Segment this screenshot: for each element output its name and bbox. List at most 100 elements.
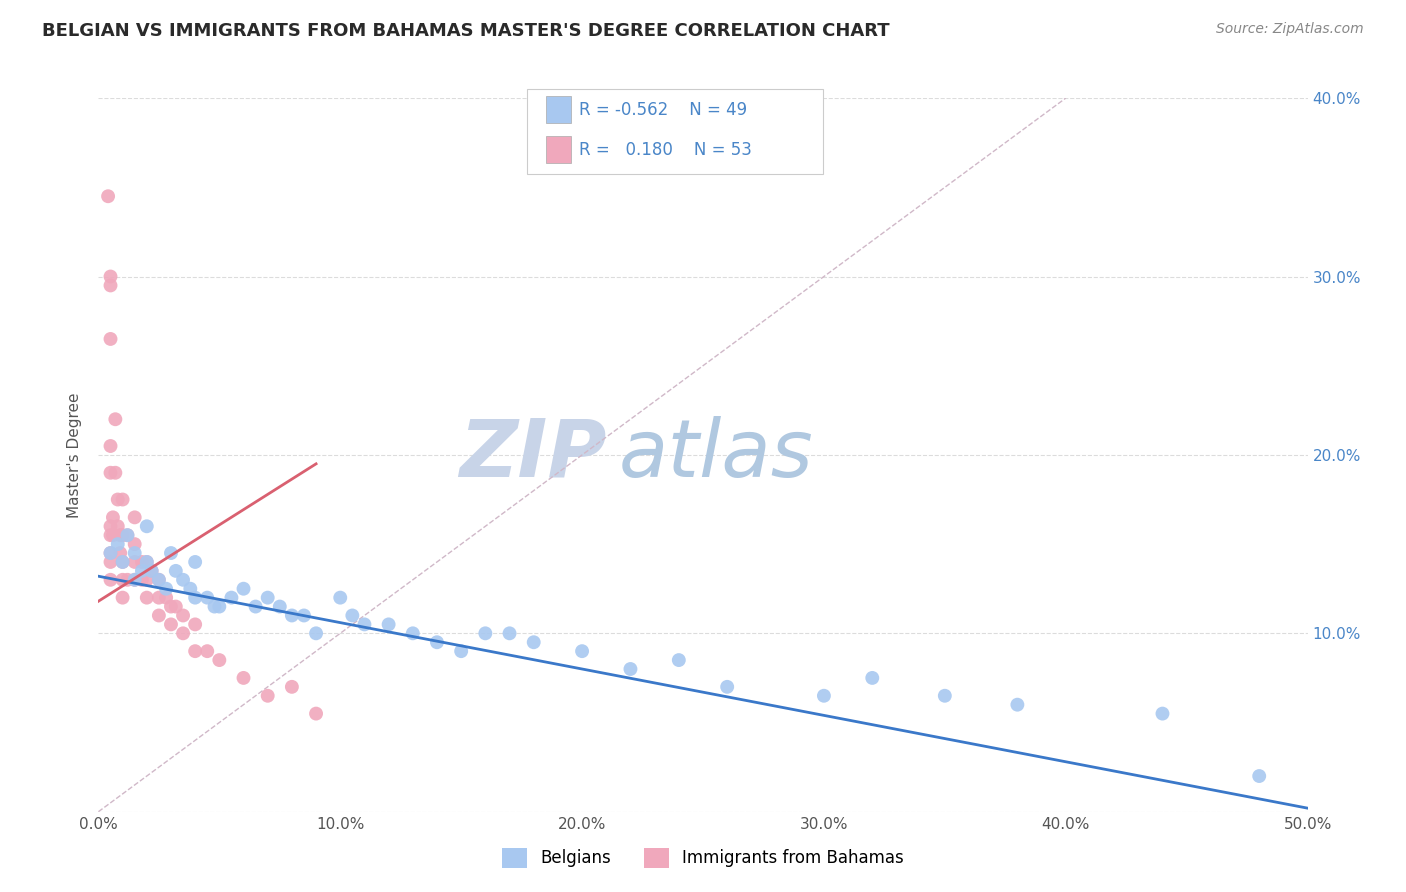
Point bbox=[148, 573, 170, 587]
Point bbox=[100, 546, 122, 560]
Point bbox=[208, 653, 231, 667]
Point bbox=[108, 546, 131, 560]
Point bbox=[141, 564, 163, 578]
Point bbox=[107, 537, 129, 551]
Point bbox=[184, 555, 207, 569]
Point bbox=[619, 662, 641, 676]
Point bbox=[124, 555, 146, 569]
Point bbox=[184, 644, 207, 658]
Point bbox=[204, 599, 226, 614]
Point bbox=[245, 599, 267, 614]
Point bbox=[124, 537, 146, 551]
Y-axis label: Master's Degree: Master's Degree bbox=[67, 392, 83, 517]
Text: R =   0.180    N = 53: R = 0.180 N = 53 bbox=[579, 141, 752, 159]
Point bbox=[292, 608, 315, 623]
Point bbox=[208, 599, 231, 614]
Point bbox=[184, 591, 207, 605]
Text: R = -0.562    N = 49: R = -0.562 N = 49 bbox=[579, 101, 748, 119]
Point bbox=[474, 626, 496, 640]
Point bbox=[108, 528, 131, 542]
Point bbox=[148, 573, 170, 587]
Point bbox=[813, 689, 835, 703]
Point bbox=[100, 332, 122, 346]
Point bbox=[135, 573, 157, 587]
Point bbox=[305, 626, 328, 640]
Point bbox=[934, 689, 956, 703]
Point bbox=[141, 564, 163, 578]
Point bbox=[100, 466, 122, 480]
Point bbox=[232, 582, 254, 596]
Point bbox=[124, 510, 146, 524]
Point bbox=[100, 555, 122, 569]
Point bbox=[860, 671, 883, 685]
Point bbox=[135, 519, 157, 533]
Point bbox=[450, 644, 472, 658]
Point bbox=[498, 626, 520, 640]
Point bbox=[101, 528, 124, 542]
Point bbox=[97, 189, 120, 203]
Point bbox=[195, 591, 218, 605]
Point bbox=[172, 573, 194, 587]
Text: BELGIAN VS IMMIGRANTS FROM BAHAMAS MASTER'S DEGREE CORRELATION CHART: BELGIAN VS IMMIGRANTS FROM BAHAMAS MASTE… bbox=[42, 22, 890, 40]
Point bbox=[256, 591, 278, 605]
Point bbox=[111, 591, 134, 605]
Point bbox=[135, 555, 157, 569]
Point bbox=[160, 617, 183, 632]
Point bbox=[281, 608, 304, 623]
Point bbox=[1152, 706, 1174, 721]
Point bbox=[124, 573, 146, 587]
Point bbox=[100, 278, 122, 293]
Point bbox=[155, 591, 177, 605]
Point bbox=[124, 573, 146, 587]
Legend: Belgians, Immigrants from Bahamas: Belgians, Immigrants from Bahamas bbox=[495, 841, 911, 875]
Point bbox=[716, 680, 738, 694]
Point bbox=[571, 644, 593, 658]
Point bbox=[111, 528, 134, 542]
Point bbox=[135, 591, 157, 605]
Point bbox=[100, 269, 122, 284]
Point bbox=[148, 591, 170, 605]
Point bbox=[100, 546, 122, 560]
Point bbox=[329, 591, 352, 605]
Point bbox=[100, 519, 122, 533]
Point bbox=[172, 626, 194, 640]
Point bbox=[117, 528, 139, 542]
Point bbox=[195, 644, 218, 658]
Point bbox=[172, 608, 194, 623]
Point bbox=[165, 599, 187, 614]
Point bbox=[107, 492, 129, 507]
Point bbox=[100, 573, 122, 587]
Point bbox=[353, 617, 375, 632]
Point bbox=[305, 706, 328, 721]
Point bbox=[160, 599, 183, 614]
Point bbox=[155, 582, 177, 596]
Point bbox=[111, 573, 134, 587]
Point bbox=[160, 546, 183, 560]
Point bbox=[131, 573, 153, 587]
Point bbox=[342, 608, 364, 623]
Point bbox=[131, 564, 153, 578]
Point bbox=[1007, 698, 1029, 712]
Point bbox=[124, 546, 146, 560]
Point bbox=[668, 653, 690, 667]
Point bbox=[165, 564, 187, 578]
Text: atlas: atlas bbox=[619, 416, 813, 494]
Point bbox=[184, 617, 207, 632]
Point bbox=[179, 582, 201, 596]
Point bbox=[1249, 769, 1271, 783]
Point bbox=[104, 466, 127, 480]
Point bbox=[256, 689, 278, 703]
Point bbox=[101, 510, 124, 524]
Point bbox=[117, 573, 139, 587]
Text: Source: ZipAtlas.com: Source: ZipAtlas.com bbox=[1216, 22, 1364, 37]
Point bbox=[402, 626, 425, 640]
Point bbox=[221, 591, 243, 605]
Point bbox=[111, 555, 134, 569]
Point bbox=[100, 528, 122, 542]
Point bbox=[111, 492, 134, 507]
Point bbox=[426, 635, 449, 649]
Point bbox=[111, 555, 134, 569]
Point bbox=[269, 599, 291, 614]
Point bbox=[107, 519, 129, 533]
Point bbox=[148, 608, 170, 623]
